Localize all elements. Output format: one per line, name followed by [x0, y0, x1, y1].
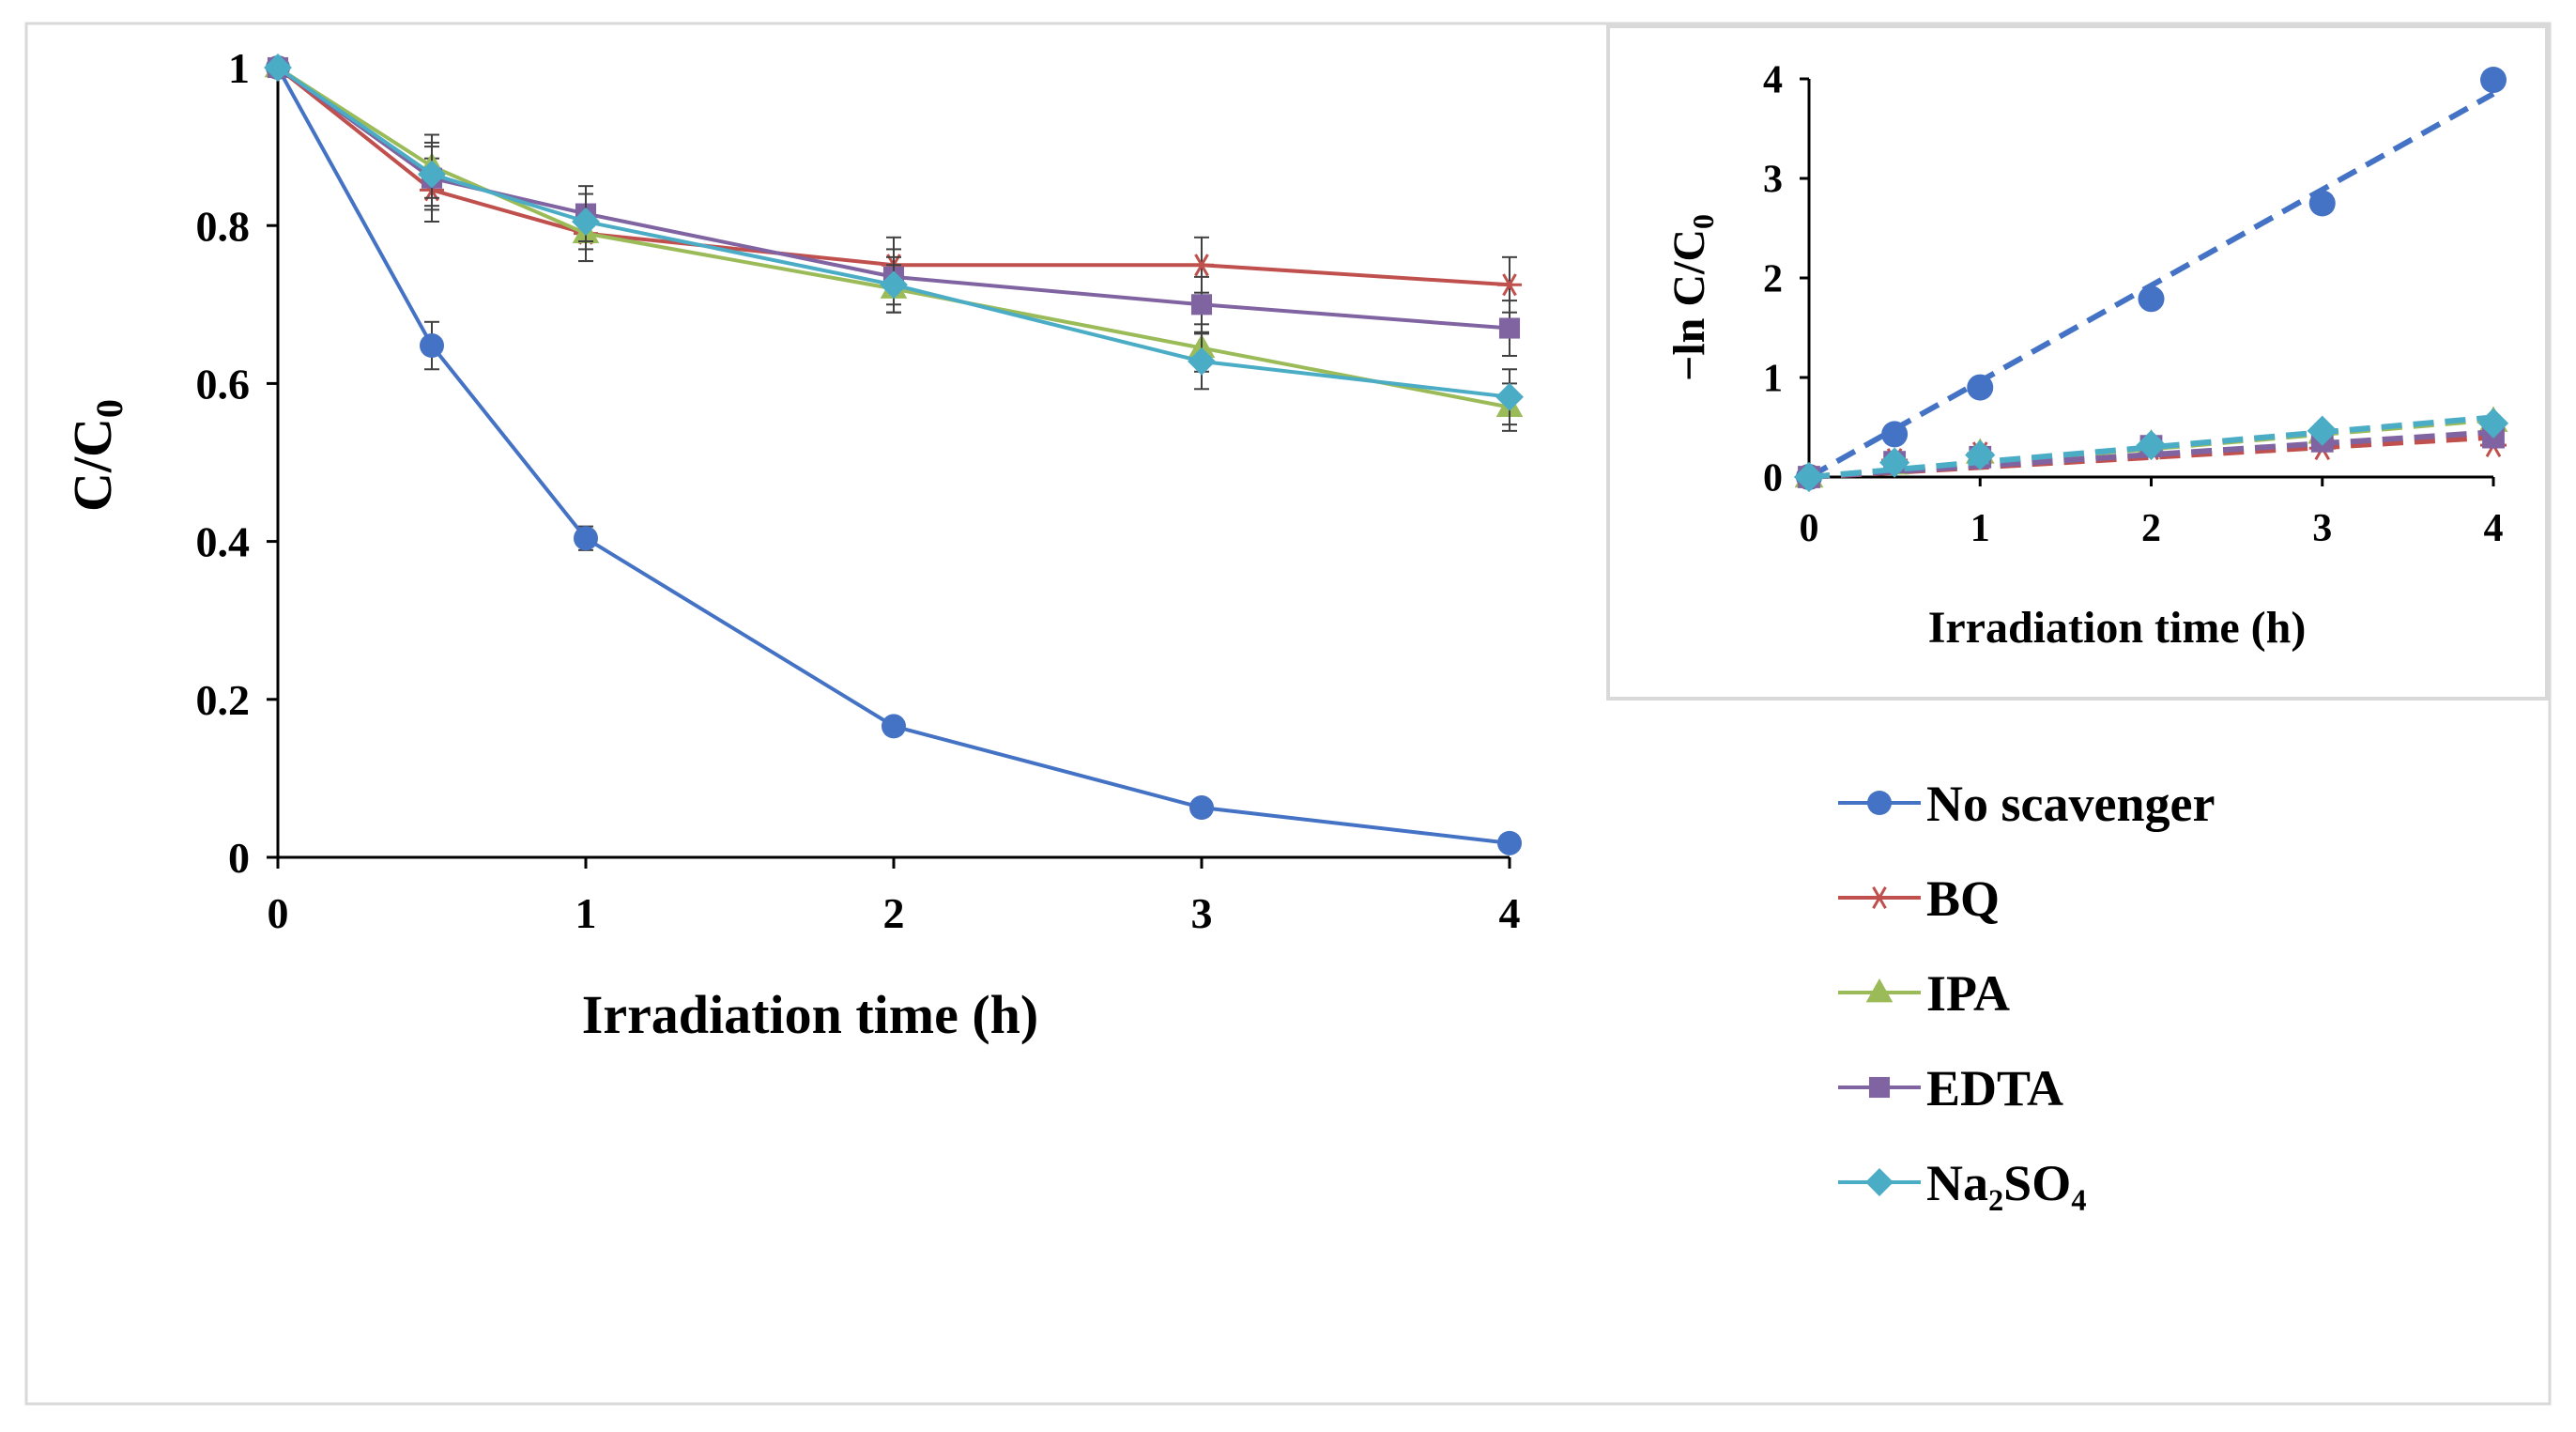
main-point-na-so	[264, 54, 292, 82]
inset-x-tick-label: 2	[2141, 507, 2161, 550]
main-line-ipa	[276, 66, 1510, 409]
main-y-axis-title: C/C0	[62, 399, 130, 512]
main-y-tick-label: 0.4	[196, 518, 251, 566]
main-y-tick-label: 0.8	[196, 202, 251, 250]
main-y-tick-label: 0	[228, 834, 250, 882]
main-x-axis-title: Irradiation time (h)	[582, 984, 1039, 1045]
main-line-bq	[276, 66, 1510, 287]
main-y-axis-title-sub: 0	[88, 399, 130, 418]
main-point-edta	[1498, 317, 1521, 339]
inset-x-tick-label: 3	[2312, 507, 2332, 550]
main-point-bq	[1189, 254, 1214, 277]
main-point-no-scavenger	[574, 526, 598, 551]
main-point-bq	[1497, 273, 1522, 297]
inset-y-axis-title-sub: 0	[1686, 214, 1720, 229]
inset-point-na-so	[2477, 408, 2509, 439]
inset-point-na-so	[1879, 447, 1910, 478]
inset-fit-line-no-scavenger	[1807, 91, 2495, 480]
main-series-na-so	[264, 54, 1524, 426]
legend-marker-no-scavenger	[1867, 791, 1892, 815]
main-point-edta	[1190, 294, 1213, 316]
legend-label-na-so: Na₂SO₄	[1926, 1155, 2086, 1211]
main-point-no-scavenger	[1497, 830, 1522, 855]
inset-point-na-so	[2307, 415, 2338, 446]
main-point-na-so	[880, 270, 908, 300]
inset-y-tick-label: 4	[1763, 59, 1783, 102]
legend-label-bq: BQ	[1926, 870, 2000, 927]
main-chart: Irradiation time (h) C/C0 0 1 2 3 400.20.40.…	[62, 44, 1524, 1045]
legend-label-ipa: IPA	[1926, 965, 2010, 1022]
main-point-na-so	[1188, 346, 1216, 376]
inset-y-tick-label: 1	[1763, 358, 1783, 401]
main-y-tick-label: 0.2	[196, 676, 251, 724]
inset-y-tick-label: 0	[1763, 457, 1783, 500]
legend-label-no-scavenger: No scavenger	[1926, 776, 2215, 832]
main-x-tick-label: 3	[1191, 889, 1213, 937]
inset-border	[1606, 24, 2549, 701]
inset-series-no-scavenger	[1796, 67, 2507, 490]
inset-x-tick-label: 4	[2484, 507, 2504, 550]
main-line-edta	[276, 66, 1510, 331]
main-y-tick-label: 1	[228, 44, 250, 92]
inset-point-no-scavenger	[1881, 421, 1909, 448]
main-y-axis-title-main: C/C	[62, 418, 123, 512]
inset-point-no-scavenger	[1967, 374, 1994, 401]
legend-marker-bq	[1867, 885, 1892, 910]
inset-point-na-so	[1793, 461, 1825, 493]
main-line-no-scavenger	[276, 67, 1510, 845]
main-point-no-scavenger	[420, 333, 444, 359]
inset-y-axis-title: −ln C/C0	[1664, 214, 1720, 381]
inset-x-tick-label: 0	[1800, 507, 1819, 550]
inset-x-axis-title: Irradiation time (h)	[1928, 603, 2307, 653]
main-point-no-scavenger	[1189, 795, 1214, 821]
main-x-tick-label: 0	[268, 889, 289, 937]
inset-y-tick-label: 3	[1763, 159, 1783, 202]
main-point-na-so	[1495, 382, 1524, 411]
inset-y-axis-title-main: −ln C/C	[1664, 229, 1714, 381]
main-x-tick-label: 2	[883, 889, 905, 937]
inset-series-na-so	[1793, 408, 2509, 493]
main-x-tick-label: 4	[1499, 889, 1521, 937]
main-point-na-so	[572, 208, 600, 236]
legend-marker-ipa	[1865, 978, 1894, 1003]
inset-point-no-scavenger	[2480, 67, 2507, 94]
inset-fit-line-na-so	[1808, 414, 2494, 480]
legend-marker-edta	[1868, 1076, 1891, 1099]
inset-x-tick-label: 1	[1970, 507, 1990, 550]
inset-point-no-scavenger	[2308, 190, 2336, 217]
main-y-tick-label: 0.6	[196, 361, 251, 408]
legend: No scavenger BQ IPA EDTA Na₂SO₄	[1838, 776, 2215, 1211]
legend-label-edta: EDTA	[1926, 1060, 2063, 1116]
main-point-no-scavenger	[882, 714, 906, 739]
inset-point-na-so	[1965, 439, 1996, 470]
inset-point-no-scavenger	[2138, 285, 2165, 313]
legend-marker-na-so	[1865, 1168, 1894, 1196]
main-point-na-so	[418, 160, 446, 189]
inset-y-tick-label: 2	[1763, 258, 1783, 301]
main-line-na-so	[276, 66, 1510, 399]
inset-point-na-so	[2136, 429, 2167, 461]
main-x-tick-label: 1	[575, 889, 597, 937]
